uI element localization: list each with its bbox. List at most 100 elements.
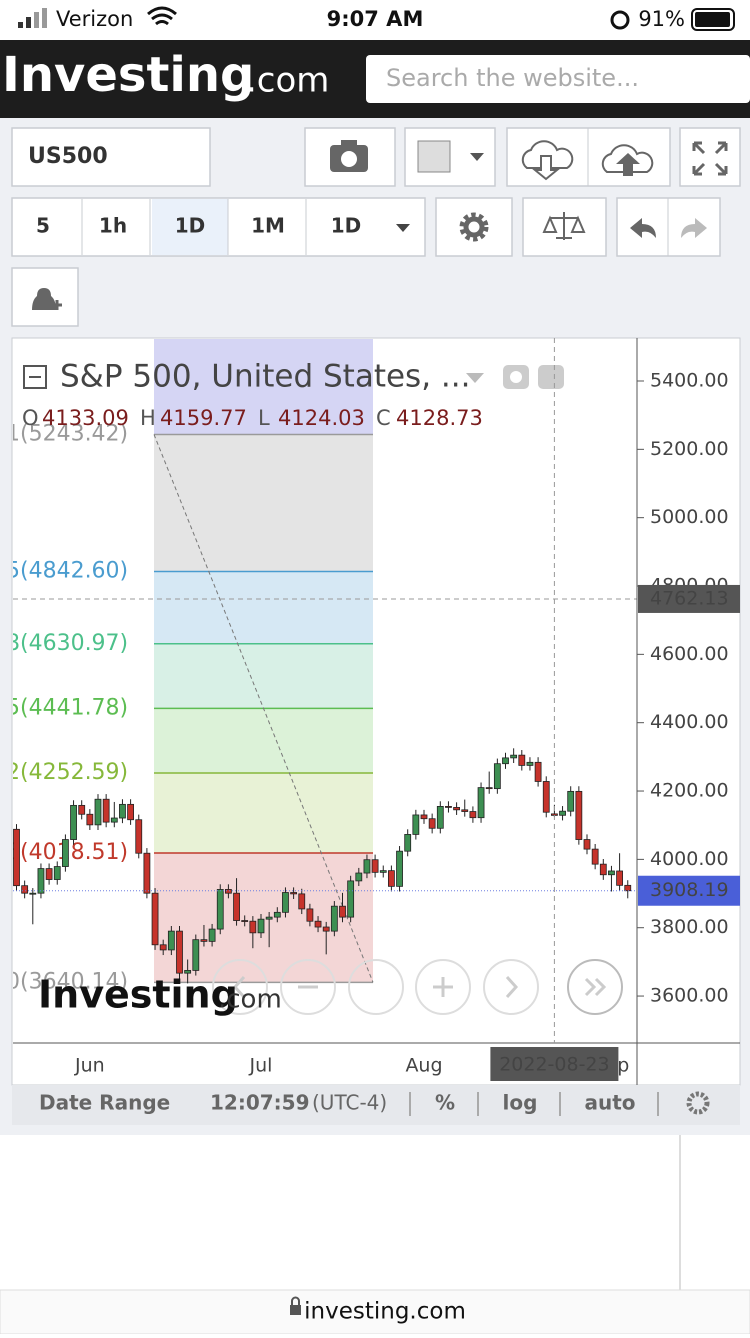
fib-band [154,853,373,983]
fib-band [154,643,373,709]
candle-body [110,817,118,823]
fib-band [154,434,373,572]
fib-level-label: 8(4630.97) [6,631,128,656]
ohlc-value: 4159.77 [160,406,247,430]
candle-body [53,866,61,880]
candle-body [282,892,289,913]
last-price-box [638,875,740,906]
candle-body [371,859,379,873]
interval-button[interactable]: 1D [331,214,362,238]
carrier: Verizon [56,7,133,31]
candle-body [608,870,615,876]
fib-level-label: 5(4441.78) [6,695,128,720]
nav-buttons[interactable] [212,959,623,1015]
candle-body [200,939,208,942]
ohlc-value: 4128.73 [396,406,483,430]
candle-body [339,905,346,918]
y-tick-label: 3800.00 [650,916,729,938]
candle-body [192,939,200,971]
candle-body [216,889,224,930]
interval-button[interactable]: 5 [36,214,50,238]
ohlc-key: O [22,406,39,430]
candle-body [591,848,599,865]
candle-body [13,828,20,887]
candle-body [208,928,216,942]
candle-body [493,763,501,790]
candle-body [298,893,306,910]
candle-body [355,872,363,882]
candle-body [404,834,412,852]
symbol: US500 [28,144,108,169]
search-box[interactable] [366,55,750,103]
interval-button[interactable]: 1D [175,214,206,238]
candle-body [119,803,126,819]
candle-body [314,920,322,928]
candle-body [241,920,249,922]
candle-body [45,868,53,880]
candle-body [453,807,461,811]
candle-body [167,930,175,951]
ohlc-value: 4124.03 [278,406,365,430]
candle-body [62,839,69,867]
url[interactable]: investing.com [304,1299,466,1325]
snapshot-button[interactable] [304,127,396,187]
candle-body [21,885,29,894]
y-tick-label: 5200.00 [650,438,729,460]
candle-body [102,798,110,823]
candle-body [477,787,485,819]
ohlc-value: 4133.09 [42,406,129,430]
y-tick-label: 5400.00 [650,369,729,391]
candle-body [151,892,159,946]
logo[interactable]: Investing [2,47,254,103]
auto-toggle[interactable]: auto [584,1091,635,1115]
candle-body [485,787,493,790]
percent-toggle[interactable]: % [435,1091,455,1115]
candle-body [469,811,477,819]
candle-body [436,806,444,829]
ohlc-key: C [376,406,391,430]
candle-body [363,859,371,874]
candle-body [518,754,526,766]
candle-body [575,790,583,840]
candle-body [249,920,257,934]
settings-button[interactable] [435,197,513,257]
timezone[interactable]: (UTC-4) [312,1091,387,1115]
x-tick-label: Jul [249,1055,273,1077]
fib-level-label: 6(4018.51) [6,840,128,865]
candle-body [502,757,509,765]
ohlc-key: L [258,406,270,430]
candle-body [78,804,86,815]
candle-body [135,819,143,854]
url-bar [0,1289,750,1335]
candle-body [412,814,420,835]
y-tick-label: 4200.00 [650,780,729,802]
fib-level-label: 2(4252.59) [6,760,128,785]
candle-body [379,870,387,873]
fullscreen-button[interactable] [679,127,741,187]
candle-body [526,761,534,766]
candle-body [290,892,298,895]
fib-level-label: 0(3640.14) [6,969,128,994]
candle-body [159,944,167,951]
fib-level-label: 5(4842.60) [6,558,128,583]
x-tick-label: Aug [405,1055,442,1077]
candle-body [420,814,428,820]
candle-body [599,863,607,876]
clock-time: 12:07:59 [210,1091,310,1115]
fib-band [154,773,373,854]
candle-body [428,818,436,829]
chart-title: S&P 500, United States, ... [60,359,470,395]
y-tick-label: 4600.00 [650,643,729,665]
crosshair-price-box [638,584,740,613]
candle-body [330,905,338,932]
logo-suffix: .com [246,61,329,101]
date-range[interactable]: Date Range [39,1091,170,1115]
interval-button[interactable]: 1h [99,214,127,238]
ohlc-key: H [140,406,156,430]
candle-body [387,870,395,887]
log-toggle[interactable]: log [503,1091,538,1115]
symbol-box[interactable] [11,127,211,187]
watermark-logo: Investing [38,973,238,1017]
interval-button[interactable]: 1M [251,214,285,238]
